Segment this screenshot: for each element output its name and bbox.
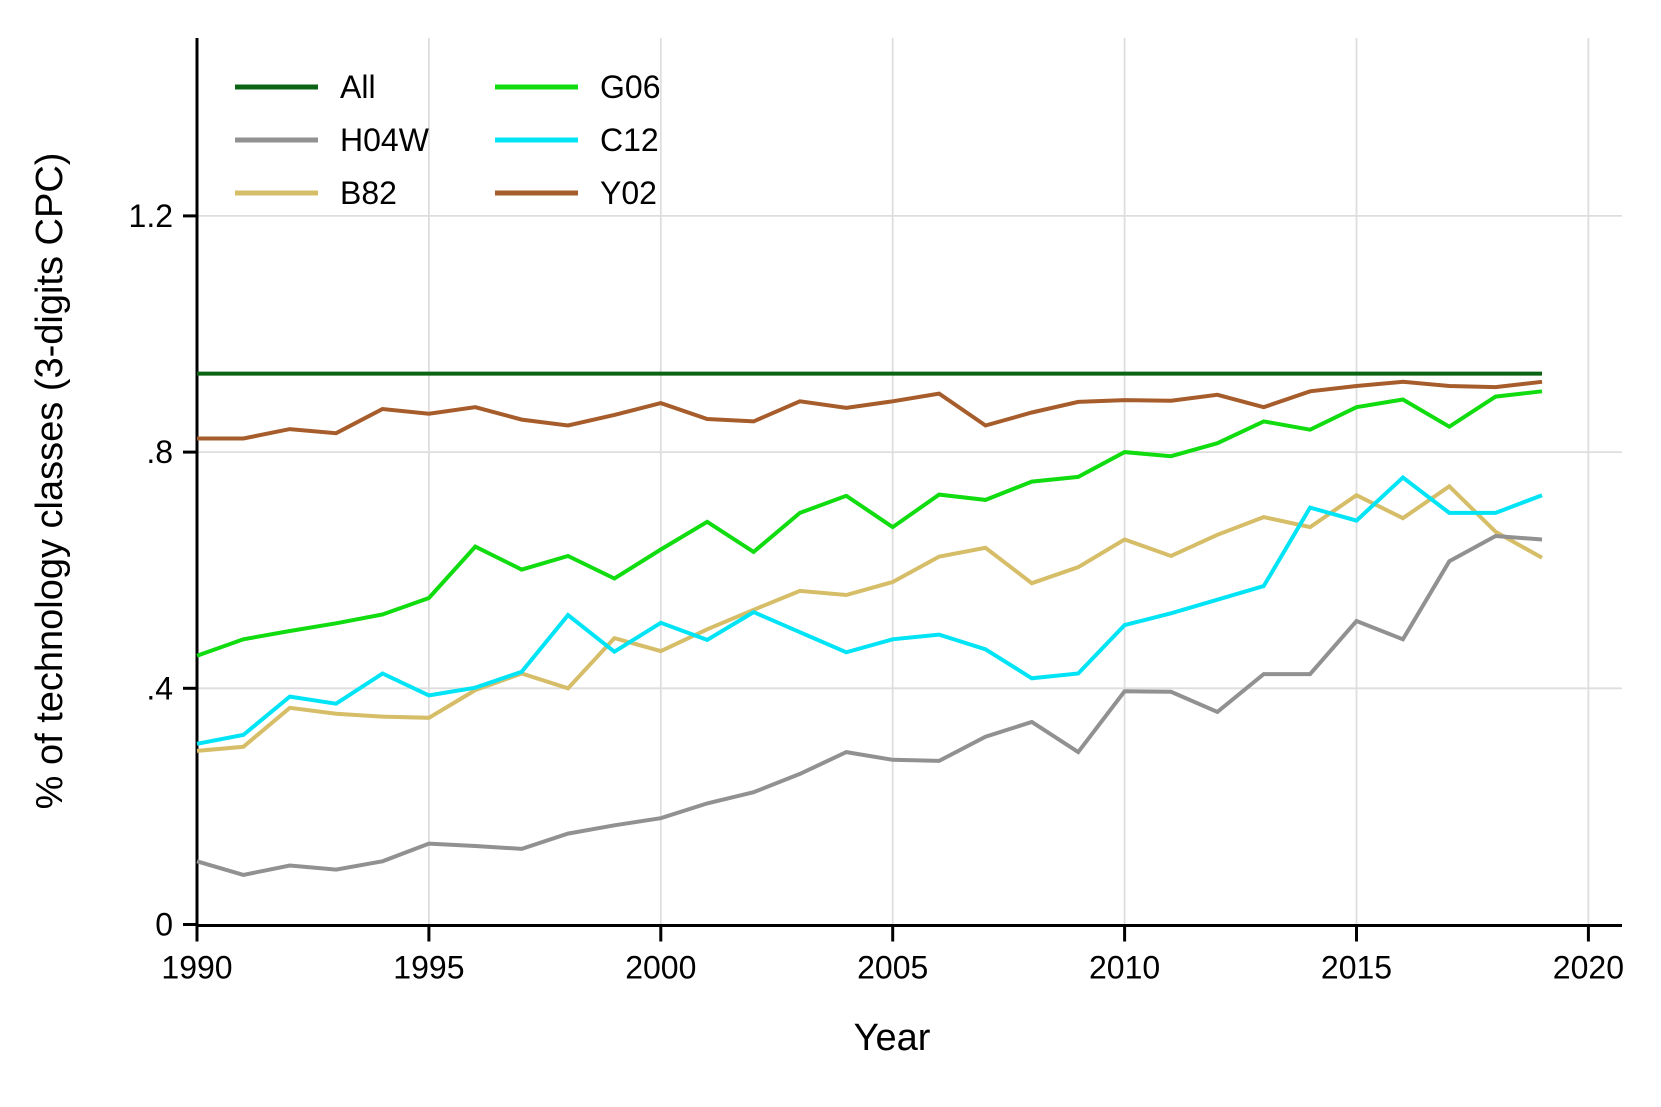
gridlines <box>197 38 1622 926</box>
x-tick-label: 1990 <box>161 950 232 986</box>
legend-item-Y02: Y02 <box>495 175 657 211</box>
legend-item-H04W: H04W <box>235 122 430 158</box>
y-tick-label: 0 <box>155 907 173 943</box>
legend-label: H04W <box>340 122 430 158</box>
legend-item-C12: C12 <box>495 122 659 158</box>
legend-label: G06 <box>600 69 660 105</box>
legend-label: All <box>340 69 376 105</box>
legend-item-B82: B82 <box>235 175 397 211</box>
legend-item-G06: G06 <box>495 69 660 105</box>
series-lines <box>196 371 1543 877</box>
legend-label: Y02 <box>600 175 657 211</box>
legend-label: B82 <box>340 175 397 211</box>
series-line-C12 <box>196 474 1543 746</box>
series-line-G06 <box>196 389 1543 658</box>
legend: All H04W B82 G06 C12 Y02 <box>235 69 660 211</box>
x-tick-label: 2020 <box>1553 950 1624 986</box>
x-tick-label: 2000 <box>625 950 696 986</box>
series-line-B82 <box>196 483 1543 753</box>
x-tick-label: 2015 <box>1321 950 1392 986</box>
x-tick-label: 2005 <box>857 950 928 986</box>
y-tick-label: .8 <box>146 434 173 470</box>
y-tick-label: 1.2 <box>129 198 173 234</box>
legend-item-All: All <box>235 69 376 105</box>
y-axis-title: % of technology classes (3-digits CPC) <box>29 153 71 810</box>
axes: 0 .4 .8 1.2 1990 1995 2000 2005 2010 2015 2020 <box>129 38 1624 986</box>
x-tick-label: 2010 <box>1089 950 1160 986</box>
series-line-H04W <box>196 533 1543 877</box>
y-tick-label: .4 <box>146 670 173 706</box>
legend-label: C12 <box>600 122 659 158</box>
x-axis-title: Year <box>854 1017 931 1059</box>
x-tick-label: 1995 <box>393 950 464 986</box>
series-line-Y02 <box>197 379 1543 441</box>
